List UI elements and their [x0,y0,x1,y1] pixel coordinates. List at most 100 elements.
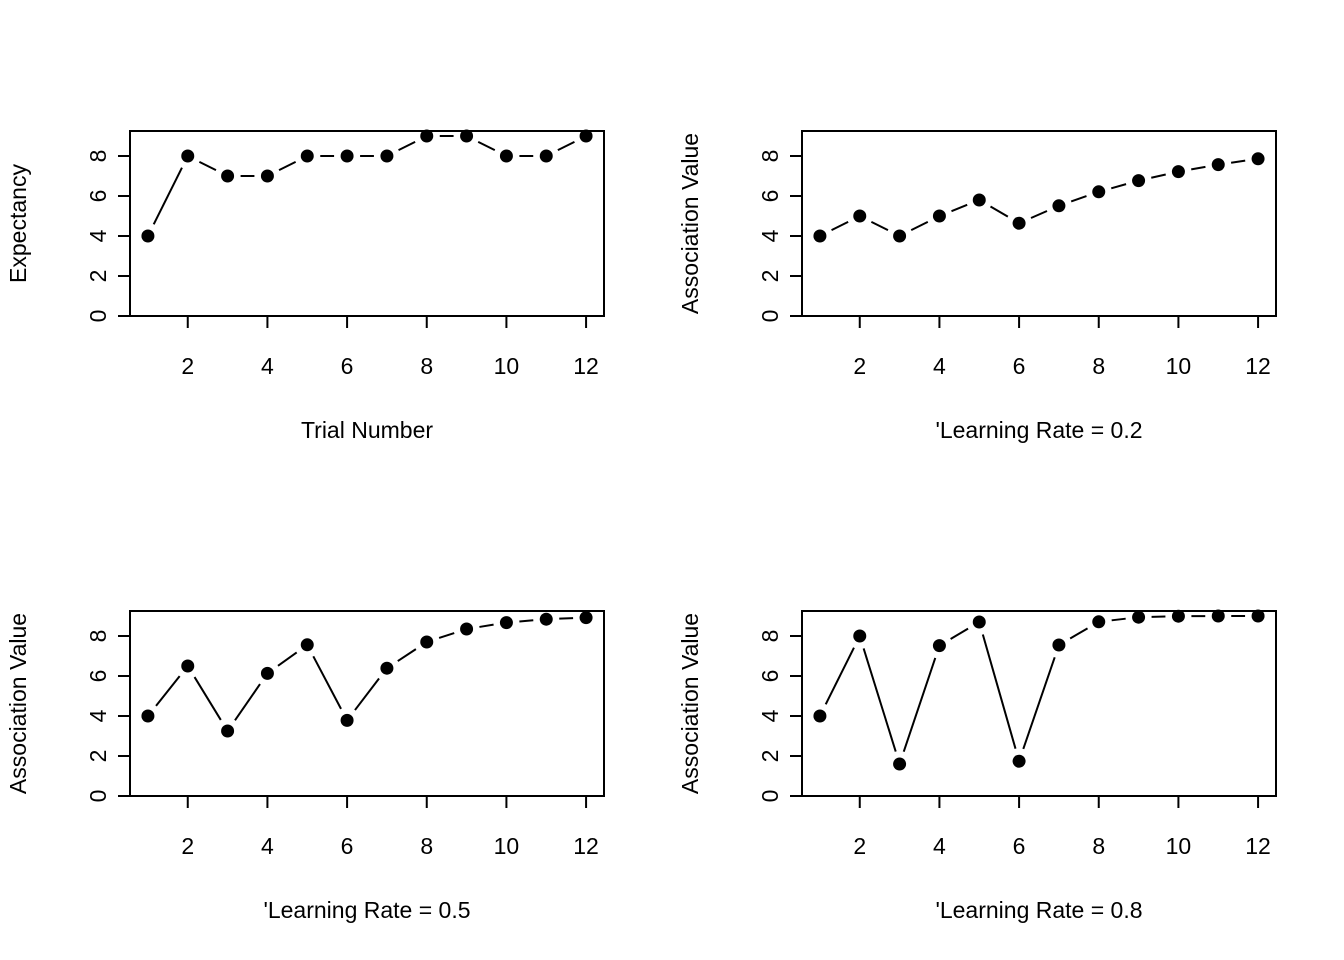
series-line-segment [278,160,297,172]
data-point [1092,615,1106,629]
series-line-segment [559,617,574,620]
y-tick-label: 4 [757,709,783,722]
data-point [260,169,274,183]
y-tick-label: 6 [757,190,783,203]
y-axis-title: Expectancy [5,164,31,283]
y-tick-label: 2 [757,750,783,763]
data-point [1092,185,1106,199]
data-point [499,149,513,163]
x-tick-label: 2 [853,833,866,859]
y-axis-title: Association Value [677,133,703,314]
y-axis-title: Association Value [677,613,703,794]
y-tick-label: 4 [757,229,783,242]
series-line-segment [398,140,416,152]
y-tick-label: 6 [85,670,111,683]
series-line-segment [862,648,897,752]
series-line-segment [1110,183,1127,190]
series-line-segment [152,167,183,225]
data-point [579,129,593,143]
y-tick-label: 8 [85,150,111,163]
series-line-segment [234,683,261,721]
y-tick-label: 4 [85,709,111,722]
series-line-segment [1230,159,1246,164]
data-point [972,193,986,207]
data-point [1211,158,1225,172]
series-line-segment [397,648,417,662]
x-axis-title: 'Learning Rate = 0.8 [935,897,1142,923]
data-point [813,709,827,723]
data-point [260,666,274,680]
x-tick-label: 6 [341,353,354,379]
chart-panel-1: 2 4 6 8 10 12 0 2 4 6 8 Trial Number Expectancy [5,129,605,443]
data-point [1251,609,1265,623]
series-line-segment [198,160,217,172]
x-tick-label: 8 [420,833,433,859]
data-point [340,713,354,727]
data-point [1012,754,1026,768]
series-line-segment [1022,656,1056,750]
series-line-segment [1069,627,1089,640]
y-tick-label: 8 [757,630,783,643]
data-point [1052,638,1066,652]
x-tick-label: 6 [1013,353,1026,379]
series-line-segment [951,203,968,213]
data-point [300,638,314,652]
x-axis-title: Trial Number [301,417,433,443]
data-point [1132,610,1146,624]
data-point [1251,152,1265,166]
data-point [1132,174,1146,188]
series-line-segment [519,619,534,623]
x-tick-label: 4 [933,353,946,379]
data-point [420,129,434,143]
data-point [141,229,155,243]
x-tick-label: 2 [181,833,194,859]
series-line-segment [824,647,855,705]
chart-panel-3: 2 4 6 8 10 12 0 2 4 6 8 'Learning Rate = 0.5 Associa… [5,610,605,923]
series-line-segment [910,220,929,232]
x-tick-label: 10 [494,353,520,379]
data-point [972,615,986,629]
data-point [813,229,827,243]
data-point [1171,609,1185,623]
x-axis-title: 'Learning Rate = 0.5 [263,897,470,923]
data-point [340,149,354,163]
plot-frame [129,130,605,317]
series-line-segment [981,634,1017,749]
chart-panel-4: 2 4 6 8 10 12 0 2 4 6 8 'Learning Rate = 0.8 Associa… [677,609,1277,923]
x-axis-title: 'Learning Rate = 0.2 [935,417,1142,443]
x-tick-label: 2 [853,353,866,379]
series-line-segment [438,632,455,639]
x-tick-label: 4 [261,353,274,379]
series-line-segment [1151,173,1166,179]
x-tick-label: 6 [1013,833,1026,859]
x-tick-label: 12 [573,353,599,379]
data-point [380,661,394,675]
series-line-segment [155,675,181,707]
data-point [499,616,513,630]
data-point [221,169,235,183]
series-line-segment [557,140,575,152]
series-line-segment [477,140,496,152]
data-point [539,149,553,163]
y-tick-label: 8 [85,630,111,643]
x-tick-label: 4 [933,833,946,859]
y-axis-title: Association Value [5,613,31,794]
x-tick-label: 4 [261,833,274,859]
series-line-segment [870,220,889,232]
plot-frame [801,130,1277,317]
x-tick-label: 12 [1245,353,1271,379]
data-point [539,612,553,626]
y-tick-label: 0 [85,310,111,323]
y-tick-label: 2 [757,270,783,283]
series-line-segment [1070,195,1087,203]
series-line-segment [312,655,342,710]
series-line-segment [193,676,222,721]
chart-panel-2: 2 4 6 8 10 12 0 2 4 6 8 'Learning Rate = 0.2 Associa… [677,130,1277,443]
data-point [893,757,907,771]
data-point [893,229,907,243]
y-tick-label: 6 [757,670,783,683]
data-point [181,659,195,673]
data-point [853,629,867,643]
data-point [579,611,593,625]
x-tick-label: 10 [1166,353,1192,379]
